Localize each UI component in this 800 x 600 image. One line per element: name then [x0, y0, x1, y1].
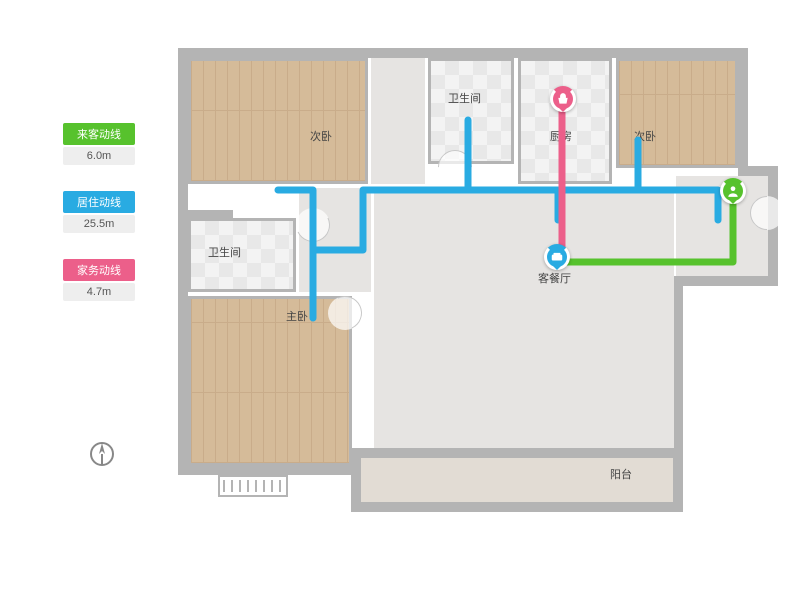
- label-kitchen: 厨房: [550, 128, 572, 144]
- legend-chores-value: 4.7m: [63, 283, 135, 301]
- room-kitchen: [518, 58, 612, 184]
- legend-guest-value: 6.0m: [63, 147, 135, 165]
- label-bedroom-nw: 次卧: [310, 128, 332, 144]
- label-bedroom-master: 主卧: [286, 308, 308, 324]
- legend-chores: 家务动线 4.7m: [63, 259, 135, 301]
- pin-living-icon: [544, 244, 570, 270]
- room-bath-top: [428, 58, 514, 164]
- label-balcony: 阳台: [610, 466, 632, 482]
- legend-guest: 来客动线 6.0m: [63, 123, 135, 165]
- legend-living: 居住动线 25.5m: [63, 191, 135, 233]
- legend-guest-label: 来客动线: [63, 123, 135, 145]
- legend: 来客动线 6.0m 居住动线 25.5m 家务动线 4.7m: [63, 123, 135, 327]
- pin-entry-icon: [720, 178, 746, 204]
- balcony-rail-icon: [218, 475, 288, 497]
- compass-icon: [88, 440, 116, 473]
- floor-plan: 次卧 卫生间 厨房 次卧 卫生间 主卧 客餐厅 阳台: [178, 40, 778, 550]
- room-living: [374, 188, 674, 448]
- pin-kitchen-icon: [550, 86, 576, 112]
- legend-living-value: 25.5m: [63, 215, 135, 233]
- room-closet-top: [371, 58, 425, 184]
- legend-chores-label: 家务动线: [63, 259, 135, 281]
- legend-living-label: 居住动线: [63, 191, 135, 213]
- room-bedroom-ne: [616, 58, 738, 168]
- room-bedroom-master: [188, 296, 352, 466]
- room-bedroom-nw: [188, 58, 368, 184]
- room-bath-left: [188, 218, 296, 292]
- label-bath-top: 卫生间: [448, 90, 481, 106]
- label-bedroom-ne: 次卧: [634, 128, 656, 144]
- label-bath-left: 卫生间: [208, 244, 241, 260]
